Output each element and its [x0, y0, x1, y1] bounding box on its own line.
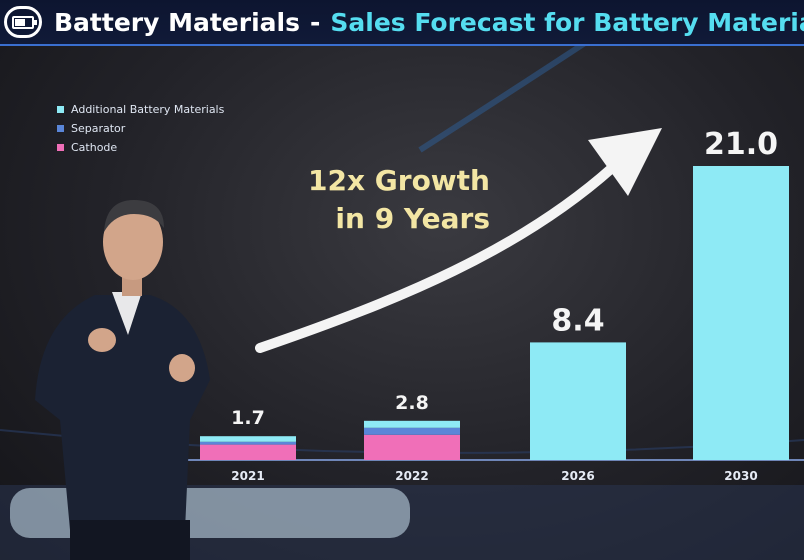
data-label-2030: 21.0 [704, 127, 778, 162]
title-bar: Battery Materials - Sales Forecast for B… [0, 0, 804, 46]
growth-line-2: in 9 Years [335, 202, 490, 235]
chart-legend: Additional Battery Materials Separator C… [57, 100, 224, 157]
legend-label: Cathode [71, 141, 118, 154]
bar-2026-additional-battery-materials [530, 342, 626, 460]
speaker-legs [70, 520, 190, 560]
legend-label: Additional Battery Materials [71, 103, 225, 116]
legend-item-cathode: Cathode [57, 138, 224, 157]
speaker-shirt [112, 292, 142, 335]
page-title: Battery Materials [54, 7, 300, 37]
legend-swatch [57, 106, 64, 113]
legend-item-additional: Additional Battery Materials [57, 100, 224, 119]
data-label-2026: 8.4 [551, 303, 604, 338]
bar-2021-additional-battery-materials [200, 436, 296, 442]
battery-icon [4, 6, 42, 38]
legend-swatch [57, 144, 64, 151]
speaker-right-hand [169, 354, 195, 382]
data-label-2021: 1.7 [231, 407, 265, 429]
legend-label: Separator [71, 122, 126, 135]
bar-2022-separator [364, 427, 460, 435]
title-separator: - [309, 7, 321, 37]
speaker-hair [104, 200, 164, 232]
speaker-left-hand [88, 328, 116, 352]
x-tick-label-2026: 2026 [561, 469, 594, 483]
speaker-head [103, 204, 163, 280]
speaker-suit [35, 295, 210, 530]
bar-2021-cathode [200, 444, 296, 460]
legend-swatch [57, 125, 64, 132]
growth-arrow-head [588, 128, 662, 196]
bar-2021-separator [200, 441, 296, 445]
data-label-2022: 2.8 [395, 392, 429, 414]
x-tick-label-2022: 2022 [395, 469, 428, 483]
growth-line-1: 12x Growth [308, 164, 490, 197]
bar-2030-additional-battery-materials [693, 166, 789, 460]
growth-arrow-shaft [255, 163, 617, 353]
page-subtitle: Sales Forecast for Battery Materials B [330, 7, 804, 37]
legend-item-separator: Separator [57, 119, 224, 138]
bar-2022-additional-battery-materials [364, 420, 460, 428]
growth-annotation: 12x Growth in 9 Years [290, 162, 490, 238]
bar-2022-cathode [364, 434, 460, 460]
x-tick-label-2021: 2021 [231, 469, 264, 483]
x-tick-label-2030: 2030 [724, 469, 757, 483]
